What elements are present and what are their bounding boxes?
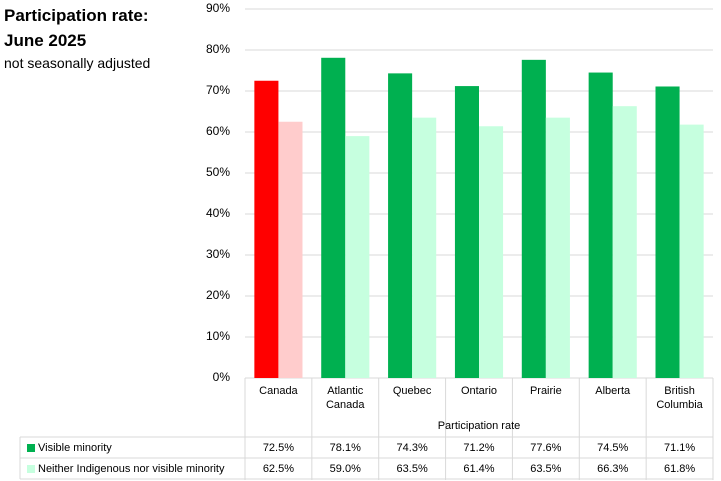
bar bbox=[278, 121, 303, 378]
value-label: 59.0% bbox=[330, 463, 361, 475]
value-label: 61.4% bbox=[463, 463, 494, 475]
value-label: 72.5% bbox=[263, 442, 294, 454]
bar bbox=[321, 57, 346, 378]
bar bbox=[345, 136, 370, 378]
bar bbox=[521, 59, 546, 379]
bar bbox=[679, 124, 704, 379]
bar bbox=[588, 72, 613, 379]
chart-note: not seasonally adjusted bbox=[4, 55, 151, 71]
bar bbox=[545, 117, 570, 379]
chart-title: Participation rate: bbox=[4, 6, 149, 25]
value-label: 61.8% bbox=[664, 463, 695, 475]
x-tick-label: British Columbia bbox=[656, 385, 703, 411]
legend-swatch bbox=[27, 444, 35, 452]
bar bbox=[412, 117, 437, 379]
y-tick-label: 50% bbox=[206, 165, 230, 179]
value-label: 62.5% bbox=[263, 463, 294, 475]
legend-swatch bbox=[27, 465, 35, 473]
value-label: 66.3% bbox=[597, 463, 628, 475]
value-label: 71.1% bbox=[664, 442, 695, 454]
y-tick-label: 10% bbox=[206, 329, 230, 343]
x-tick-label: Ontario bbox=[460, 385, 498, 397]
x-tick-label: Canada bbox=[259, 385, 298, 397]
legend-label: Visible minority bbox=[38, 442, 112, 454]
chart-subtitle: June 2025 bbox=[4, 31, 87, 50]
y-tick-label: 60% bbox=[206, 124, 230, 138]
value-label: 74.3% bbox=[397, 442, 428, 454]
value-label: 71.2% bbox=[463, 442, 494, 454]
bar bbox=[254, 80, 279, 378]
y-tick-label: 0% bbox=[213, 370, 231, 384]
legend-label: Neither Indigenous nor visible minority bbox=[38, 463, 225, 475]
x-tick-label: Atlantic Canada bbox=[325, 385, 365, 411]
value-label: 63.5% bbox=[397, 463, 428, 475]
y-tick-label: 80% bbox=[206, 42, 230, 56]
bar bbox=[479, 126, 504, 378]
value-label: 63.5% bbox=[530, 463, 561, 475]
x-axis-title: Participation rate bbox=[438, 420, 521, 432]
y-tick-label: 20% bbox=[206, 288, 230, 302]
x-tick-label: Prairie bbox=[529, 385, 562, 397]
value-label: 78.1% bbox=[330, 442, 361, 454]
bar bbox=[454, 86, 479, 378]
bar bbox=[612, 106, 637, 379]
x-tick-label: Quebec bbox=[392, 385, 432, 397]
y-tick-label: 70% bbox=[206, 83, 230, 97]
y-tick-label: 90% bbox=[206, 1, 230, 15]
y-tick-label: 30% bbox=[206, 247, 230, 261]
y-tick-label: 40% bbox=[206, 206, 230, 220]
x-tick-label: Alberta bbox=[595, 385, 631, 397]
value-label: 77.6% bbox=[530, 442, 561, 454]
bar bbox=[655, 86, 680, 379]
bar bbox=[388, 73, 413, 379]
value-label: 74.5% bbox=[597, 442, 628, 454]
